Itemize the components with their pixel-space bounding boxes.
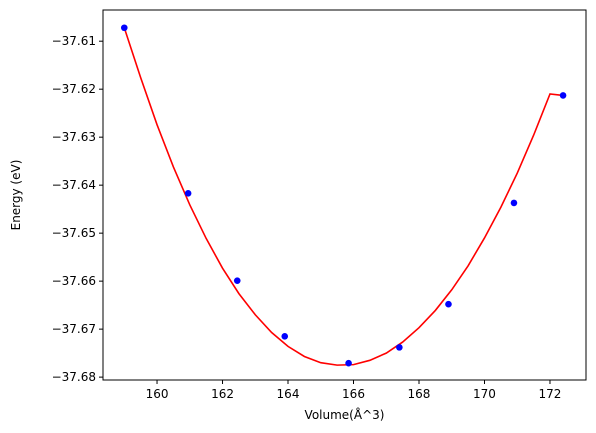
x-tick-label: 172 bbox=[539, 387, 562, 401]
x-tick-label: 168 bbox=[408, 387, 431, 401]
x-tick-label: 160 bbox=[146, 387, 169, 401]
y-axis-ticks: −37.61 −37.62 −37.63 −37.64 −37.65 −37.66 −37.… bbox=[52, 34, 103, 384]
x-axis-ticks: 160 162 164 166 168 170 172 bbox=[146, 380, 562, 401]
x-tick-label: 162 bbox=[211, 387, 234, 401]
fit-curve-line bbox=[123, 27, 564, 366]
data-point bbox=[281, 333, 289, 340]
data-point bbox=[120, 24, 128, 32]
data-points-layer bbox=[120, 24, 567, 367]
data-point bbox=[233, 277, 241, 284]
x-tick-label: 164 bbox=[277, 387, 300, 401]
data-point bbox=[345, 359, 352, 367]
y-tick-label: −37.67 bbox=[52, 322, 96, 336]
y-tick-label: −37.66 bbox=[52, 274, 96, 288]
y-tick-label: −37.64 bbox=[52, 178, 96, 192]
x-axis-label: Volume(Å^3) bbox=[305, 407, 385, 422]
data-point bbox=[396, 344, 403, 351]
y-tick-label: −37.61 bbox=[52, 34, 96, 48]
data-point bbox=[510, 199, 518, 207]
fit-curve-layer bbox=[123, 27, 564, 366]
y-tick-label: −37.68 bbox=[52, 370, 96, 384]
x-tick-label: 170 bbox=[473, 387, 496, 401]
y-tick-label: −37.63 bbox=[52, 130, 96, 144]
data-point bbox=[445, 300, 452, 308]
data-point bbox=[559, 92, 567, 99]
y-axis-label: Energy (eV) bbox=[9, 160, 23, 231]
x-tick-label: 166 bbox=[342, 387, 365, 401]
y-tick-label: −37.62 bbox=[52, 82, 96, 96]
axes-frame bbox=[102, 9, 587, 381]
data-point bbox=[184, 190, 192, 197]
y-tick-label: −37.65 bbox=[52, 226, 96, 240]
